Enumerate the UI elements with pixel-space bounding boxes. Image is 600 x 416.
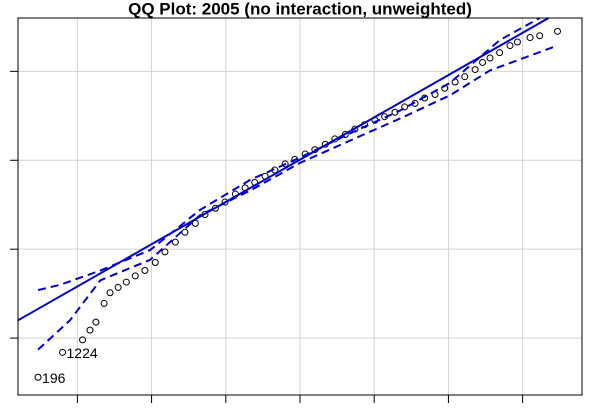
qq-point [554, 27, 562, 35]
qq-point [79, 336, 87, 344]
reference-line [17, 17, 550, 322]
qq-point [181, 228, 189, 236]
qq-point [171, 238, 179, 246]
qq-point [221, 198, 229, 206]
point-label: 1224 [67, 345, 98, 361]
qq-point [506, 42, 514, 50]
qq-point [496, 49, 504, 57]
qq-point [100, 299, 108, 307]
plot-frame [17, 17, 583, 396]
qq-point [161, 248, 169, 256]
chart-title: QQ Plot: 2005 (no interaction, unweighte… [128, 0, 472, 18]
qq-point [106, 289, 114, 297]
qq-point [536, 32, 544, 40]
qq-point [34, 373, 42, 381]
qq-point [526, 34, 534, 42]
qq-point [151, 259, 159, 267]
qq-point [86, 326, 94, 334]
qq-point [59, 348, 67, 356]
qq-point [486, 54, 494, 62]
envelope-line [37, 44, 558, 351]
envelope-line [37, 17, 541, 292]
qq-point [281, 160, 289, 168]
qq-point [461, 73, 469, 81]
qq-point [131, 272, 139, 280]
qq-point [513, 38, 521, 46]
qq-point [471, 66, 479, 74]
qq-point [92, 318, 100, 326]
qq-point [122, 278, 130, 286]
qq-point [141, 267, 149, 275]
qq-point [401, 103, 409, 111]
qq-point [114, 283, 122, 291]
qq-point [479, 58, 487, 66]
point-label: 196 [42, 370, 66, 386]
